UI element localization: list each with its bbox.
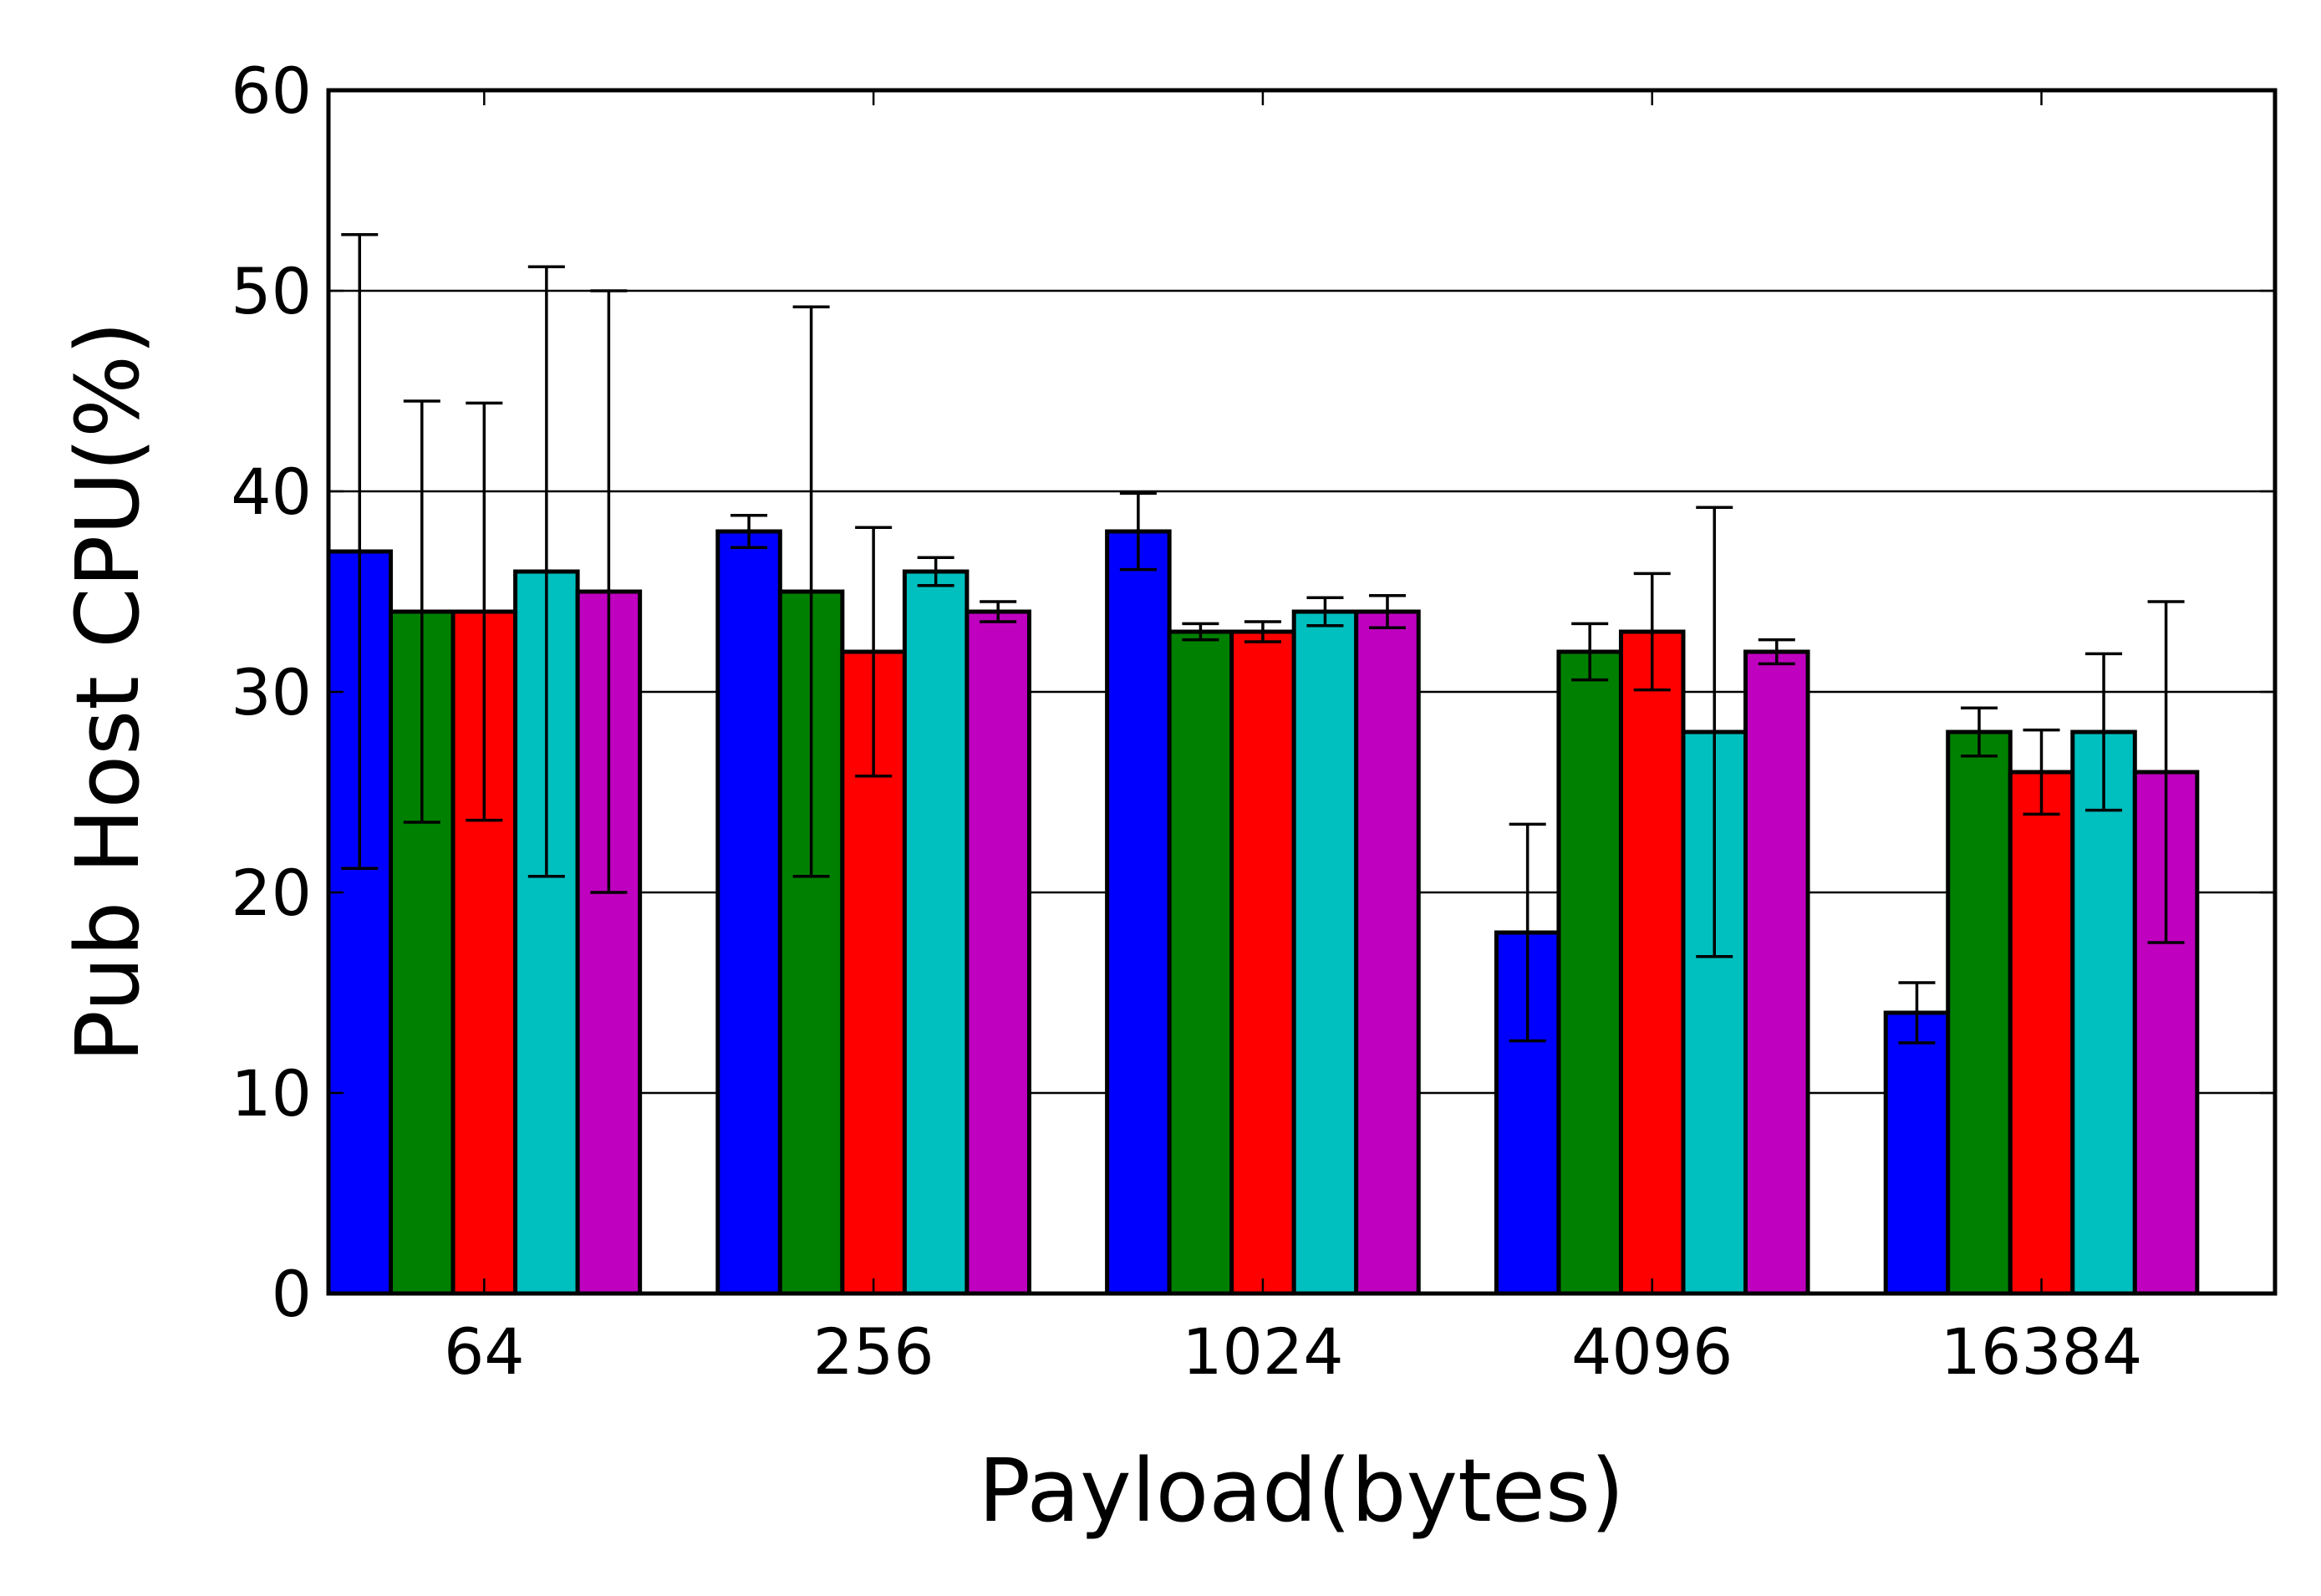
bar [1743,649,1810,1296]
bar [2070,729,2137,1296]
y-tick-label: 10 [231,1056,312,1131]
y-tick-labels: 0 10 20 30 40 50 60 [231,53,312,1331]
error-bar [341,233,379,870]
x-tick-label: 1024 [1182,1314,1343,1389]
bars [326,529,2200,1296]
x-axis-title: Payload(bytes) [978,1440,1624,1542]
bar [1354,609,1421,1296]
bar [715,529,782,1296]
bar [1946,729,2013,1296]
error-bar [1633,572,1671,692]
error-bar [2085,652,2123,812]
y-tick-label: 0 [272,1257,312,1331]
error-bar [1306,596,1344,628]
y-axis-title: Pub Host CPU(%) [57,321,159,1062]
bar [1229,629,1296,1296]
error-bar [1696,506,1733,958]
x-tick-label: 4096 [1571,1314,1733,1389]
bar [902,569,970,1296]
y-tick-label: 60 [231,53,312,128]
error-bar [403,399,440,824]
bar [1105,529,1172,1296]
x-tick-label: 16384 [1941,1314,2143,1389]
error-bar [2023,728,2060,816]
bar [2008,770,2075,1296]
bar [1167,629,1234,1296]
error-bar [917,556,954,587]
error-bar [527,265,565,878]
y-tick-label: 40 [231,455,312,529]
error-bar [792,305,830,878]
bar [1556,649,1623,1296]
error-bar [1509,822,1546,1043]
error-bar [466,401,503,822]
error-bar [1368,594,1406,629]
y-tick-label: 20 [231,856,312,930]
bar [1618,629,1686,1296]
error-bar [1571,622,1609,682]
error-bar [2147,600,2185,944]
error-bars [341,233,2185,1045]
error-bar [980,600,1017,623]
y-tick-label: 50 [231,254,312,328]
error-bar [1119,491,1157,572]
x-tick-label: 256 [813,1314,934,1389]
y-tick-label: 30 [231,655,312,729]
error-bar [1182,622,1219,642]
x-tick-label: 64 [444,1314,525,1389]
error-bar [590,289,628,894]
error-bar [855,526,893,778]
error-bar [1244,620,1281,643]
axis-ticks [328,89,2275,1295]
error-bar [1898,981,1936,1045]
error-bar [730,514,768,549]
error-bar [1758,638,1795,666]
bar [965,609,1031,1296]
bar [1291,609,1359,1296]
error-bar [1960,706,1998,758]
x-tick-labels: 64 256 1024 4096 16384 [444,1314,2142,1389]
bar [1883,1010,1951,1296]
